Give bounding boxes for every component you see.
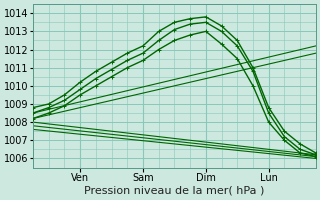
X-axis label: Pression niveau de la mer( hPa ): Pression niveau de la mer( hPa ) [84,186,265,196]
